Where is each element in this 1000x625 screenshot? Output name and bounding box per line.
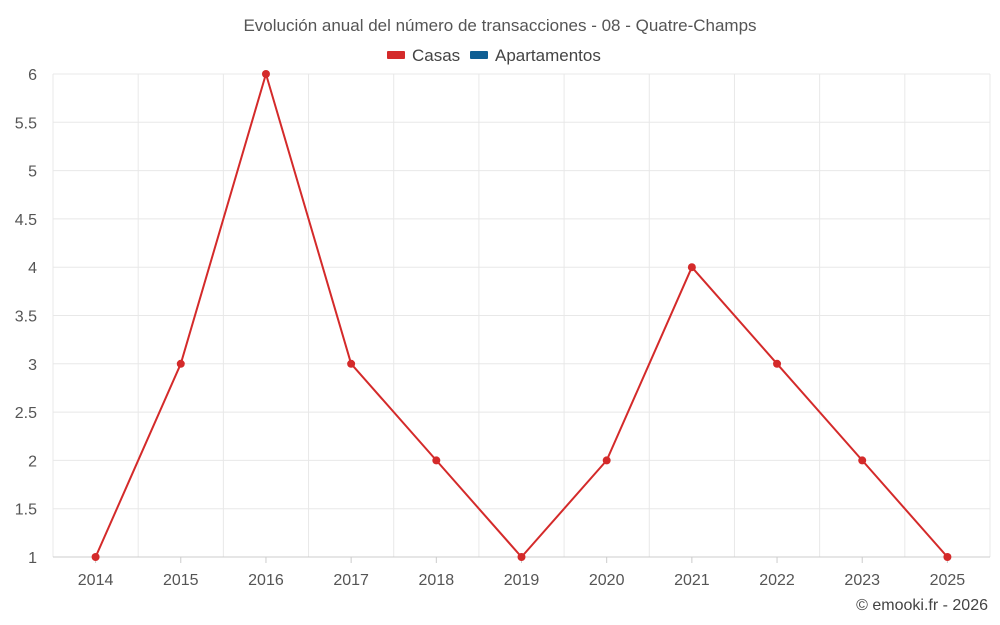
legend-label-apartamentos: Apartamentos [495, 46, 601, 65]
y-tick-label: 6 [28, 67, 37, 84]
y-tick-label: 2.5 [15, 405, 37, 422]
x-tick-label: 2017 [333, 572, 369, 589]
data-point-casas[interactable] [261, 70, 270, 78]
y-tick-label: 4 [28, 260, 37, 277]
data-point-casas[interactable] [347, 359, 356, 368]
chart-title: Evolución anual del número de transaccio… [243, 16, 756, 35]
legend-item-casas[interactable]: Casas [387, 46, 460, 65]
x-tick-label: 2015 [163, 572, 199, 589]
x-tick-label: 2019 [504, 572, 540, 589]
series-layer [91, 70, 952, 561]
legend-item-apartamentos[interactable]: Apartamentos [470, 46, 601, 65]
y-tick-label: 3 [28, 357, 37, 374]
x-tick-label: 2020 [589, 572, 625, 589]
data-point-casas[interactable] [773, 359, 782, 368]
x-tick-label: 2016 [248, 572, 284, 589]
data-point-casas[interactable] [91, 553, 100, 561]
y-tick-label: 1 [28, 550, 37, 567]
credit-text: © emooki.fr - 2026 [856, 597, 988, 614]
data-point-casas[interactable] [602, 456, 611, 465]
data-point-casas[interactable] [687, 263, 696, 272]
data-point-casas[interactable] [432, 456, 441, 465]
y-tick-label: 5.5 [15, 115, 37, 132]
y-axis: 1 1.5 2 2.5 3 3.5 4 4.5 5 5.5 6 [15, 67, 37, 567]
gridlines [52, 73, 991, 557]
data-point-casas[interactable] [858, 456, 867, 465]
x-tick-label: 2018 [419, 572, 455, 589]
data-point-casas[interactable] [943, 553, 952, 561]
x-tick-label: 2023 [844, 572, 880, 589]
y-tick-label: 4.5 [15, 212, 37, 229]
legend-label-casas: Casas [412, 46, 460, 65]
x-axis: 2014 2015 2016 2017 2018 2019 2020 2021 2022 2023… [53, 556, 990, 589]
y-tick-label: 2 [28, 453, 37, 470]
data-point-casas[interactable] [176, 359, 185, 368]
legend-swatch-casas [387, 51, 405, 59]
legend: Casas Apartamentos [387, 46, 601, 65]
x-tick-label: 2022 [759, 572, 795, 589]
x-tick-label: 2021 [674, 572, 710, 589]
y-tick-label: 5 [28, 164, 37, 181]
y-tick-label: 3.5 [15, 309, 37, 326]
x-tick-label: 2014 [78, 572, 114, 589]
x-tick-label: 2025 [930, 572, 966, 589]
data-point-casas[interactable] [517, 553, 526, 561]
y-tick-label: 1.5 [15, 502, 37, 519]
legend-swatch-apartamentos [470, 51, 488, 59]
